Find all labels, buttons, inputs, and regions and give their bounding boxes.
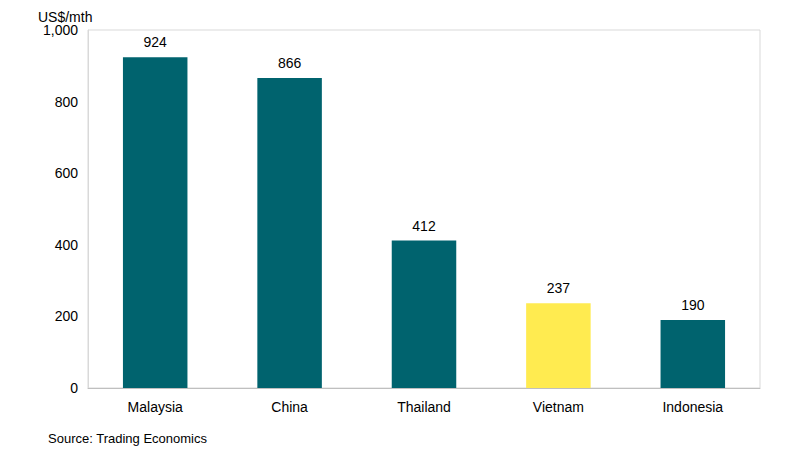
svg-text:237: 237 <box>547 280 571 296</box>
svg-text:866: 866 <box>278 55 302 71</box>
svg-text:Thailand: Thailand <box>397 399 451 415</box>
svg-text:Source: Trading Economics: Source: Trading Economics <box>48 431 207 446</box>
svg-text:400: 400 <box>55 237 79 253</box>
svg-text:China: China <box>271 399 308 415</box>
svg-text:190: 190 <box>681 297 705 313</box>
svg-text:924: 924 <box>144 34 168 50</box>
svg-text:0: 0 <box>70 380 78 396</box>
svg-text:200: 200 <box>55 308 79 324</box>
svg-text:1,000: 1,000 <box>43 22 78 38</box>
svg-text:Vietnam: Vietnam <box>533 399 584 415</box>
svg-text:US$/mth: US$/mth <box>38 9 93 25</box>
svg-text:Malaysia: Malaysia <box>128 399 183 415</box>
svg-text:Indonesia: Indonesia <box>662 399 723 415</box>
svg-text:412: 412 <box>412 218 436 234</box>
svg-text:800: 800 <box>55 94 79 110</box>
svg-text:600: 600 <box>55 165 79 181</box>
